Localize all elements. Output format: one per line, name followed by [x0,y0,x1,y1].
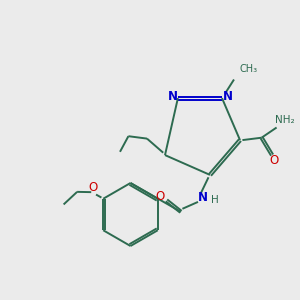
Text: N: N [222,90,233,103]
Text: CH₃: CH₃ [240,64,258,74]
Text: NH₂: NH₂ [274,115,294,125]
Text: O: O [155,190,164,203]
Text: O: O [88,182,98,194]
Text: N: N [197,191,208,204]
Text: O: O [269,154,278,167]
Text: H: H [211,195,219,205]
Text: N: N [167,90,178,103]
